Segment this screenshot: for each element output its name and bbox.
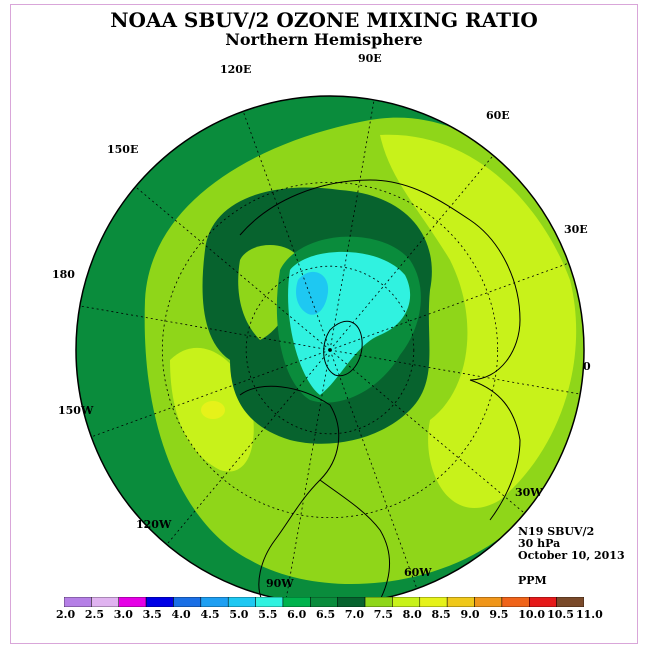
meridian-line (79, 305, 331, 351)
lon-label-90e: 90E (358, 52, 382, 65)
lon-label-60w: 60W (404, 566, 432, 579)
lon-label-60e: 60E (486, 109, 510, 122)
coastline-south-america (319, 479, 390, 601)
meridian-line (285, 349, 331, 601)
coastline-north-america (239, 385, 340, 601)
colorbar-tick-label: 10.5 (547, 608, 574, 621)
lon-label-30e: 30E (564, 223, 588, 236)
colorbar-tick-label: 6.5 (316, 608, 336, 621)
colorbar-tick-label: 10.0 (518, 608, 546, 621)
colorbar-segment (145, 597, 174, 607)
lon-label-120e: 120E (220, 63, 252, 76)
lat-lon-grid (79, 99, 581, 601)
colorbar-segment (227, 597, 256, 607)
lon-label-0: 0 (583, 360, 591, 373)
pressure-level-label: 30 hPa (518, 537, 561, 550)
colorbar-segment (200, 597, 229, 607)
latitude-circle (245, 265, 415, 435)
colorbar-tick-label: 2.5 (84, 608, 105, 621)
colorbar-segment (118, 597, 147, 607)
colorbar-tick-label: 11.0 (576, 608, 603, 621)
coastline-eurasia (239, 179, 521, 381)
colorbar-segment (364, 597, 393, 607)
colorbar-segment (474, 597, 503, 607)
colorbar-segment (556, 597, 584, 607)
colorbar-tick-label: 3.0 (113, 608, 133, 621)
colorbar-segment (91, 597, 119, 607)
map-subtitle: Northern Hemisphere (225, 30, 423, 49)
meridian-line (242, 111, 331, 351)
colorbar-tick-label: 8.0 (402, 608, 422, 621)
band-8-5 (201, 401, 225, 419)
lon-label-150e: 150E (107, 143, 139, 156)
colorbar-tick-label: 4.5 (200, 608, 220, 621)
colorbar-tick-label: 5.5 (258, 608, 278, 621)
lon-label-30w: 30W (515, 486, 543, 499)
colorbar-segment (173, 597, 202, 607)
meridian-line (329, 262, 569, 351)
meridian-line (135, 186, 331, 351)
date-label: October 10, 2013 (518, 549, 625, 562)
colorbar-segment (529, 597, 557, 607)
info-block: N19 SBUV/2 30 hPa October 10, 2013 PPM (518, 526, 625, 587)
band-8-0 (380, 134, 577, 509)
lon-label-150w: 150W (58, 404, 94, 417)
colorbar-segment (446, 597, 475, 607)
colorbar-tick-label: 7.5 (373, 608, 393, 621)
colorbar-tick-label: 9.5 (489, 608, 509, 621)
latitude-circle (161, 181, 499, 519)
meridian-line (166, 349, 331, 545)
colorbar-segment (64, 597, 92, 607)
colorbar-tick-label: 2.0 (56, 608, 76, 621)
map-title: NOAA SBUV/2 OZONE MIXING RATIO (110, 8, 538, 32)
instrument-label: N19 SBUV/2 (518, 525, 595, 538)
colorbar-tick-label: 4.0 (171, 608, 191, 621)
coastline-africa (469, 379, 521, 521)
lon-label-90w: 90W (266, 577, 294, 590)
meridian-line (329, 99, 375, 351)
meridian-line (329, 155, 494, 351)
colorbar-segment (255, 597, 284, 607)
meridian-line (329, 349, 525, 514)
colorbar-tick-label: 8.5 (431, 608, 451, 621)
coastline-greenland (323, 320, 363, 377)
page-frame (10, 4, 638, 644)
meridian-line (329, 349, 581, 395)
colorbar-segment (337, 597, 366, 607)
band-5-0 (296, 271, 329, 315)
colorbar-segment (419, 597, 448, 607)
meridian-line (329, 349, 418, 589)
colorbar-tick-label: 9.0 (460, 608, 480, 621)
lon-label-120w: 120W (136, 518, 172, 531)
colorbar-tick-label: 6.0 (287, 608, 307, 621)
colorbar-segment (501, 597, 530, 607)
colorbar-tick-label: 3.5 (142, 608, 162, 621)
units-label: PPM (518, 574, 547, 587)
colorbar-segment (392, 597, 421, 607)
colorbar-tick-label: 7.0 (344, 608, 365, 621)
colorbar (64, 597, 584, 607)
colorbar-segment (282, 597, 311, 607)
coastline-outlines (239, 179, 521, 601)
lon-label-180: 180 (52, 268, 75, 281)
meridian-line (91, 349, 331, 438)
colorbar-segment (310, 597, 338, 607)
colorbar-tick-label: 5.0 (229, 608, 249, 621)
